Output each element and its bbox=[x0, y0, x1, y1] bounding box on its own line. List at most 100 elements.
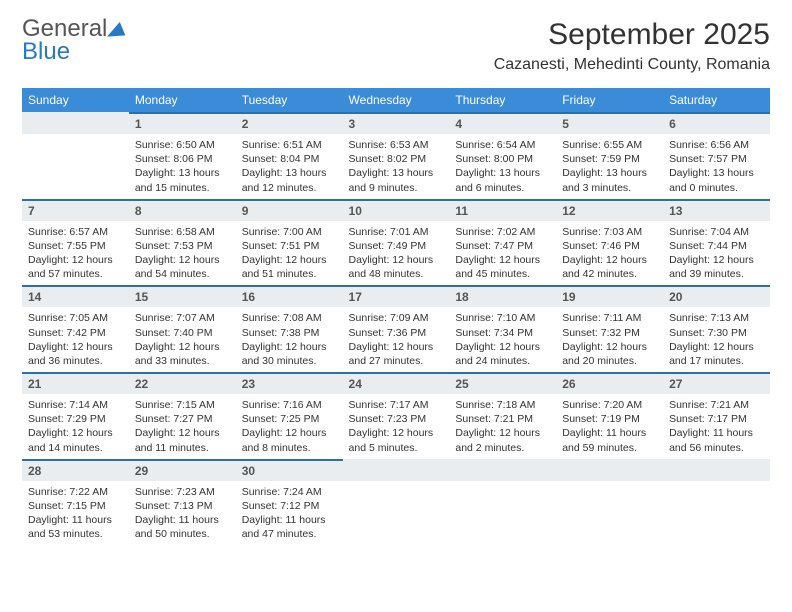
day-cell: 5Sunrise: 6:55 AMSunset: 7:59 PMDaylight… bbox=[556, 112, 663, 199]
header: General Blue September 2025 Cazanesti, M… bbox=[22, 18, 770, 74]
day-cell: 19Sunrise: 7:11 AMSunset: 7:32 PMDayligh… bbox=[556, 285, 663, 372]
day-number: 18 bbox=[449, 285, 556, 307]
day-body: Sunrise: 6:56 AMSunset: 7:57 PMDaylight:… bbox=[663, 134, 770, 199]
day-cell: 9Sunrise: 7:00 AMSunset: 7:51 PMDaylight… bbox=[236, 199, 343, 286]
weekday-sunday: Sunday bbox=[22, 88, 129, 112]
location-text: Cazanesti, Mehedinti County, Romania bbox=[494, 56, 770, 74]
day-number: 1 bbox=[129, 112, 236, 134]
day-number: 21 bbox=[22, 372, 129, 394]
day-number: 14 bbox=[22, 285, 129, 307]
logo-triangle-icon bbox=[107, 21, 129, 36]
calendar-row: 21Sunrise: 7:14 AMSunset: 7:29 PMDayligh… bbox=[22, 372, 770, 459]
day-body: Sunrise: 7:02 AMSunset: 7:47 PMDaylight:… bbox=[449, 221, 556, 286]
weekday-wednesday: Wednesday bbox=[343, 88, 450, 112]
weekday-row: SundayMondayTuesdayWednesdayThursdayFrid… bbox=[22, 88, 770, 112]
day-cell: 4Sunrise: 6:54 AMSunset: 8:00 PMDaylight… bbox=[449, 112, 556, 199]
day-cell: 1Sunrise: 6:50 AMSunset: 8:06 PMDaylight… bbox=[129, 112, 236, 199]
calendar-row: 14Sunrise: 7:05 AMSunset: 7:42 PMDayligh… bbox=[22, 285, 770, 372]
day-body: Sunrise: 7:00 AMSunset: 7:51 PMDaylight:… bbox=[236, 221, 343, 286]
day-body: Sunrise: 7:21 AMSunset: 7:17 PMDaylight:… bbox=[663, 394, 770, 459]
day-number: 22 bbox=[129, 372, 236, 394]
day-cell: 24Sunrise: 7:17 AMSunset: 7:23 PMDayligh… bbox=[343, 372, 450, 459]
day-body: Sunrise: 6:53 AMSunset: 8:02 PMDaylight:… bbox=[343, 134, 450, 199]
day-cell: 2Sunrise: 6:51 AMSunset: 8:04 PMDaylight… bbox=[236, 112, 343, 199]
empty-cell bbox=[449, 459, 556, 546]
empty-cell bbox=[343, 459, 450, 546]
day-cell: 28Sunrise: 7:22 AMSunset: 7:15 PMDayligh… bbox=[22, 459, 129, 546]
day-number: 25 bbox=[449, 372, 556, 394]
day-body: Sunrise: 7:01 AMSunset: 7:49 PMDaylight:… bbox=[343, 221, 450, 286]
calendar-head: SundayMondayTuesdayWednesdayThursdayFrid… bbox=[22, 88, 770, 112]
day-cell: 12Sunrise: 7:03 AMSunset: 7:46 PMDayligh… bbox=[556, 199, 663, 286]
weekday-saturday: Saturday bbox=[663, 88, 770, 112]
day-number: 26 bbox=[556, 372, 663, 394]
day-number: 13 bbox=[663, 199, 770, 221]
page-title: September 2025 bbox=[494, 18, 770, 52]
day-cell: 21Sunrise: 7:14 AMSunset: 7:29 PMDayligh… bbox=[22, 372, 129, 459]
day-body: Sunrise: 7:16 AMSunset: 7:25 PMDaylight:… bbox=[236, 394, 343, 459]
day-body: Sunrise: 6:54 AMSunset: 8:00 PMDaylight:… bbox=[449, 134, 556, 199]
day-cell: 22Sunrise: 7:15 AMSunset: 7:27 PMDayligh… bbox=[129, 372, 236, 459]
calendar-body: 1Sunrise: 6:50 AMSunset: 8:06 PMDaylight… bbox=[22, 112, 770, 545]
day-number: 10 bbox=[343, 199, 450, 221]
day-body: Sunrise: 7:09 AMSunset: 7:36 PMDaylight:… bbox=[343, 307, 450, 372]
day-cell: 27Sunrise: 7:21 AMSunset: 7:17 PMDayligh… bbox=[663, 372, 770, 459]
day-number: 4 bbox=[449, 112, 556, 134]
day-number: 23 bbox=[236, 372, 343, 394]
calendar-row: 28Sunrise: 7:22 AMSunset: 7:15 PMDayligh… bbox=[22, 459, 770, 546]
day-body: Sunrise: 6:55 AMSunset: 7:59 PMDaylight:… bbox=[556, 134, 663, 199]
day-number: 15 bbox=[129, 285, 236, 307]
day-body: Sunrise: 7:13 AMSunset: 7:30 PMDaylight:… bbox=[663, 307, 770, 372]
logo-word2: Blue bbox=[22, 38, 70, 65]
title-block: September 2025 Cazanesti, Mehedinti Coun… bbox=[494, 18, 770, 74]
day-body: Sunrise: 6:50 AMSunset: 8:06 PMDaylight:… bbox=[129, 134, 236, 199]
day-cell: 17Sunrise: 7:09 AMSunset: 7:36 PMDayligh… bbox=[343, 285, 450, 372]
weekday-monday: Monday bbox=[129, 88, 236, 112]
day-body: Sunrise: 7:07 AMSunset: 7:40 PMDaylight:… bbox=[129, 307, 236, 372]
day-body: Sunrise: 7:24 AMSunset: 7:12 PMDaylight:… bbox=[236, 481, 343, 546]
day-body: Sunrise: 7:03 AMSunset: 7:46 PMDaylight:… bbox=[556, 221, 663, 286]
day-cell: 16Sunrise: 7:08 AMSunset: 7:38 PMDayligh… bbox=[236, 285, 343, 372]
logo-text: General Blue bbox=[22, 18, 127, 64]
day-body: Sunrise: 7:23 AMSunset: 7:13 PMDaylight:… bbox=[129, 481, 236, 546]
day-body: Sunrise: 7:17 AMSunset: 7:23 PMDaylight:… bbox=[343, 394, 450, 459]
logo: General Blue bbox=[22, 18, 127, 64]
day-cell: 26Sunrise: 7:20 AMSunset: 7:19 PMDayligh… bbox=[556, 372, 663, 459]
day-cell: 30Sunrise: 7:24 AMSunset: 7:12 PMDayligh… bbox=[236, 459, 343, 546]
calendar-table: SundayMondayTuesdayWednesdayThursdayFrid… bbox=[22, 88, 770, 545]
day-number: 27 bbox=[663, 372, 770, 394]
day-number: 20 bbox=[663, 285, 770, 307]
empty-cell bbox=[556, 459, 663, 546]
weekday-friday: Friday bbox=[556, 88, 663, 112]
empty-cell bbox=[22, 112, 129, 199]
weekday-thursday: Thursday bbox=[449, 88, 556, 112]
day-number: 30 bbox=[236, 459, 343, 481]
day-cell: 25Sunrise: 7:18 AMSunset: 7:21 PMDayligh… bbox=[449, 372, 556, 459]
day-number: 24 bbox=[343, 372, 450, 394]
day-number: 6 bbox=[663, 112, 770, 134]
empty-cell bbox=[663, 459, 770, 546]
day-body: Sunrise: 7:15 AMSunset: 7:27 PMDaylight:… bbox=[129, 394, 236, 459]
day-number: 8 bbox=[129, 199, 236, 221]
day-number: 7 bbox=[22, 199, 129, 221]
day-number: 28 bbox=[22, 459, 129, 481]
day-cell: 29Sunrise: 7:23 AMSunset: 7:13 PMDayligh… bbox=[129, 459, 236, 546]
day-number: 19 bbox=[556, 285, 663, 307]
day-body: Sunrise: 7:08 AMSunset: 7:38 PMDaylight:… bbox=[236, 307, 343, 372]
day-number: 29 bbox=[129, 459, 236, 481]
day-cell: 7Sunrise: 6:57 AMSunset: 7:55 PMDaylight… bbox=[22, 199, 129, 286]
day-body: Sunrise: 7:10 AMSunset: 7:34 PMDaylight:… bbox=[449, 307, 556, 372]
day-cell: 18Sunrise: 7:10 AMSunset: 7:34 PMDayligh… bbox=[449, 285, 556, 372]
day-number: 3 bbox=[343, 112, 450, 134]
day-cell: 20Sunrise: 7:13 AMSunset: 7:30 PMDayligh… bbox=[663, 285, 770, 372]
day-cell: 3Sunrise: 6:53 AMSunset: 8:02 PMDaylight… bbox=[343, 112, 450, 199]
calendar-row: 7Sunrise: 6:57 AMSunset: 7:55 PMDaylight… bbox=[22, 199, 770, 286]
day-body: Sunrise: 7:18 AMSunset: 7:21 PMDaylight:… bbox=[449, 394, 556, 459]
day-body: Sunrise: 7:11 AMSunset: 7:32 PMDaylight:… bbox=[556, 307, 663, 372]
day-cell: 15Sunrise: 7:07 AMSunset: 7:40 PMDayligh… bbox=[129, 285, 236, 372]
day-body: Sunrise: 7:05 AMSunset: 7:42 PMDaylight:… bbox=[22, 307, 129, 372]
day-body: Sunrise: 7:22 AMSunset: 7:15 PMDaylight:… bbox=[22, 481, 129, 546]
day-body: Sunrise: 7:20 AMSunset: 7:19 PMDaylight:… bbox=[556, 394, 663, 459]
day-number: 5 bbox=[556, 112, 663, 134]
day-number: 17 bbox=[343, 285, 450, 307]
